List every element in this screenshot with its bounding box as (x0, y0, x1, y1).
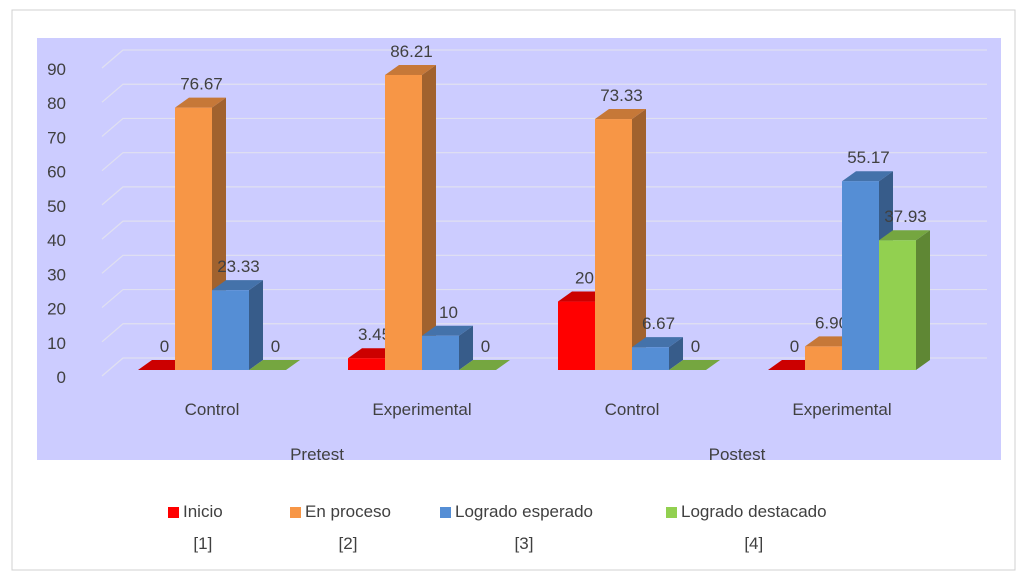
bar (422, 325, 473, 370)
bar-top (249, 360, 300, 370)
grid-line (101, 49, 987, 69)
data-label: 0 (481, 337, 490, 356)
data-label: 23.33 (217, 257, 260, 276)
bar (669, 360, 720, 370)
bar-front (348, 358, 385, 370)
bar (212, 280, 263, 370)
grid-line (101, 288, 987, 309)
bar-side (422, 64, 436, 371)
group-label: Pretest (290, 445, 344, 464)
grid-line (101, 323, 987, 343)
y-tick-label: 70 (47, 128, 66, 147)
x-tick-label: Control (605, 400, 660, 419)
grid-line (101, 254, 987, 274)
data-label: 37.93 (884, 207, 927, 226)
data-label: 0 (160, 337, 169, 356)
group-label: Postest (709, 445, 766, 464)
y-tick-label: 90 (47, 60, 66, 79)
bar-front (385, 74, 422, 371)
bar-top (669, 360, 720, 370)
x-tick-label: Experimental (792, 400, 891, 419)
bar (459, 360, 510, 370)
data-label: 73.33 (600, 86, 643, 105)
bar-front (632, 347, 669, 370)
y-tick-label: 0 (57, 368, 66, 387)
bar-top (212, 280, 263, 291)
y-tick-label: 10 (47, 334, 66, 353)
data-label: 0 (790, 337, 799, 356)
data-label: 6.67 (642, 314, 675, 333)
bar-side (249, 280, 263, 370)
y-tick-label: 60 (47, 163, 66, 182)
legend-label: Logrado destacado [4] (681, 502, 827, 553)
bar-top (459, 360, 510, 370)
y-tick-label: 50 (47, 197, 66, 216)
data-label: 3.45 (358, 325, 391, 344)
data-label: 0 (691, 337, 700, 356)
grid-line (101, 186, 987, 206)
bar-top (422, 325, 473, 336)
grid-line (101, 220, 987, 240)
bar-top (842, 171, 893, 182)
data-label: 86.21 (390, 42, 433, 61)
bar-side (632, 109, 646, 370)
grid-line (101, 152, 987, 172)
bar-front (422, 335, 459, 370)
bar (385, 64, 436, 371)
data-label: 76.67 (180, 75, 223, 94)
grid-line (101, 83, 987, 103)
bar-top (595, 109, 646, 120)
grid-line (101, 117, 987, 137)
x-tick-label: Experimental (372, 400, 471, 419)
bar (632, 337, 683, 370)
bar-top (385, 64, 436, 75)
legend-swatch (168, 507, 179, 518)
legend-label: Logrado esperado [3] (455, 502, 594, 553)
data-label: 10 (439, 303, 458, 322)
bar-side (669, 337, 683, 370)
data-label: 0 (271, 337, 280, 356)
data-label: 20 (575, 269, 594, 288)
y-tick-label: 20 (47, 300, 66, 319)
bar-top (175, 97, 226, 108)
bar (879, 230, 930, 370)
legend-swatch (440, 507, 451, 518)
bar-front (175, 107, 212, 370)
legend-swatch (290, 507, 301, 518)
bar-front (879, 240, 916, 370)
bar (249, 360, 300, 370)
y-tick-label: 80 (47, 94, 66, 113)
bar-side (916, 230, 930, 370)
y-tick-label: 40 (47, 231, 66, 250)
bar (595, 109, 646, 370)
grid-line (101, 357, 987, 377)
bar-front (805, 346, 842, 370)
y-tick-label: 30 (47, 265, 66, 284)
bar-top (632, 337, 683, 348)
x-tick-label: Control (185, 400, 240, 419)
legend-swatch (666, 507, 677, 518)
bar-side (459, 325, 473, 370)
bar-front (212, 290, 249, 370)
data-label: 55.17 (847, 148, 890, 167)
legend-label: En proceso [2] (305, 502, 391, 553)
bar-top (879, 230, 930, 241)
bar-front (595, 119, 632, 370)
data-label: 6.90 (815, 313, 848, 332)
bar-front (558, 301, 595, 370)
legend-label: Inicio [1] (183, 502, 223, 553)
bar-front (842, 181, 879, 370)
